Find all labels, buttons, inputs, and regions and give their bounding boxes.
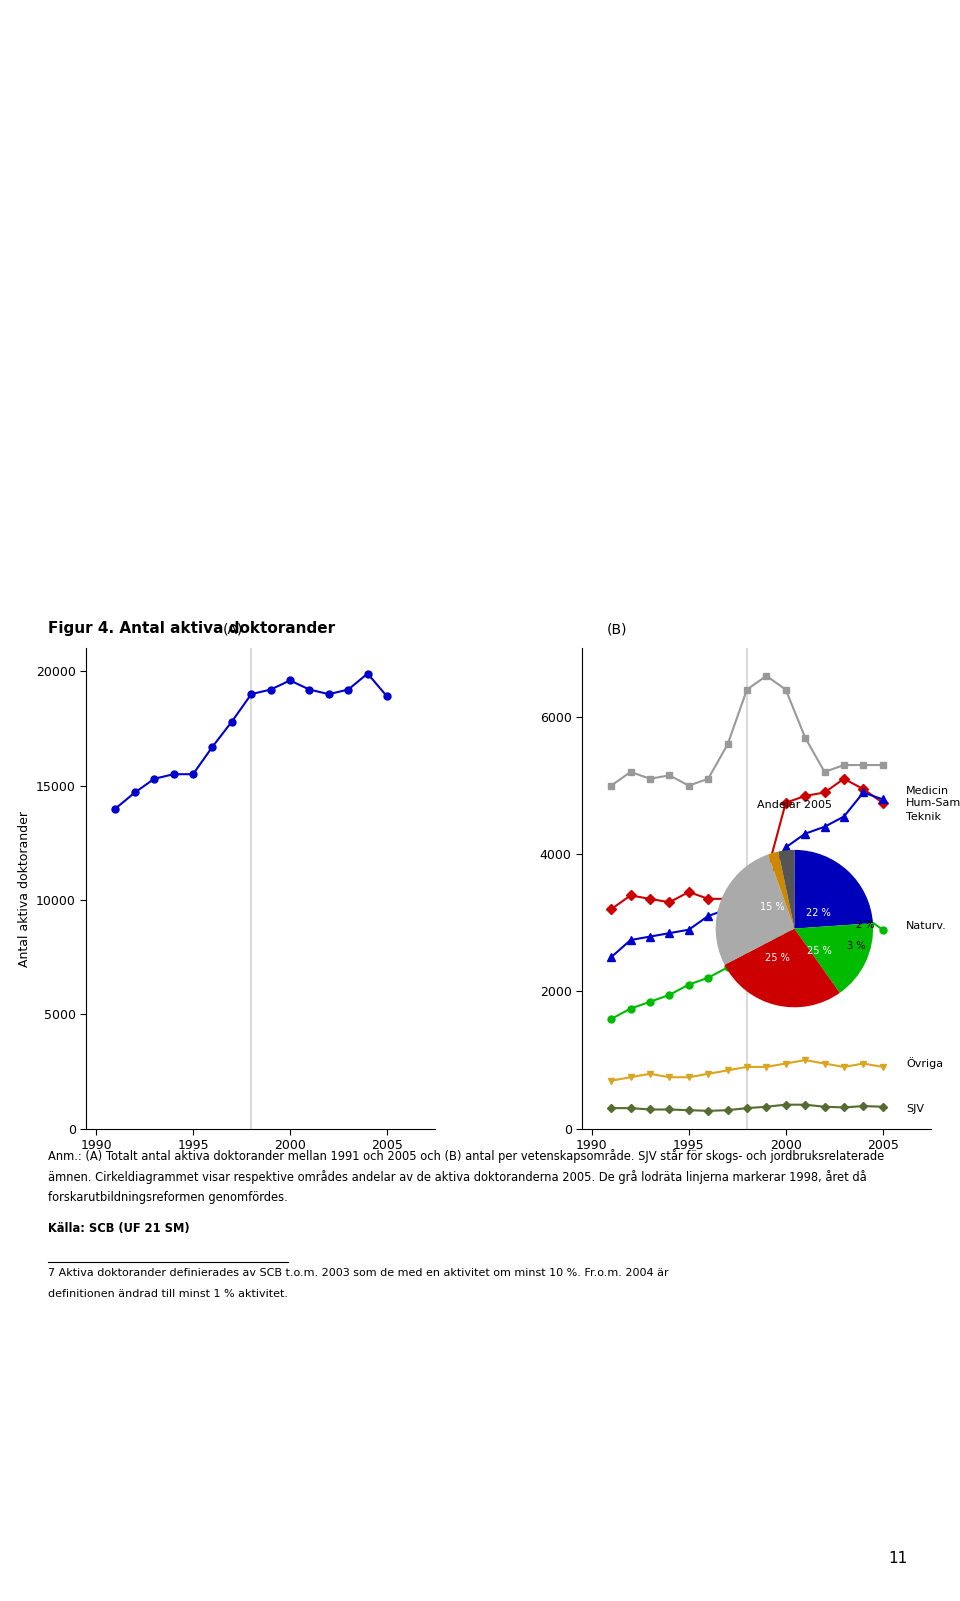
Wedge shape	[725, 929, 840, 1007]
Text: Andelar 2005: Andelar 2005	[756, 800, 832, 810]
Text: 11: 11	[888, 1551, 907, 1566]
Text: SJV: SJV	[906, 1103, 924, 1114]
Text: Figur 4. Antal aktiva doktorander: Figur 4. Antal aktiva doktorander	[48, 621, 335, 636]
Wedge shape	[795, 924, 873, 993]
Wedge shape	[716, 855, 795, 965]
Text: (A): (A)	[223, 623, 243, 637]
Y-axis label: Antal aktiva doktorander: Antal aktiva doktorander	[17, 810, 31, 967]
Text: 22 %: 22 %	[805, 908, 830, 917]
Text: Naturv.: Naturv.	[906, 921, 947, 932]
Text: 25 %: 25 %	[765, 954, 789, 964]
Text: Källa: SCB (UF 21 SM): Källa: SCB (UF 21 SM)	[48, 1223, 190, 1236]
Text: Anm.: (A) Totalt antal aktiva doktorander mellan 1991 och 2005 och (B) antal per: Anm.: (A) Totalt antal aktiva doktorande…	[48, 1150, 884, 1164]
Text: ämnen. Cirkeldiagrammet visar respektive områdes andelar av de aktiva doktorande: ämnen. Cirkeldiagrammet visar respektive…	[48, 1170, 867, 1185]
Text: 15 %: 15 %	[760, 901, 784, 911]
Wedge shape	[768, 852, 795, 929]
Text: 2 %: 2 %	[856, 919, 875, 930]
Text: Teknik: Teknik	[906, 812, 941, 821]
Text: 7 Aktiva doktorander definierades av SCB t.o.m. 2003 som de med en aktivitet om : 7 Aktiva doktorander definierades av SCB…	[48, 1268, 668, 1278]
Text: definitionen ändrad till minst 1 % aktivitet.: definitionen ändrad till minst 1 % aktiv…	[48, 1289, 288, 1298]
Text: Medicin
Hum-Sam: Medicin Hum-Sam	[906, 786, 960, 809]
Text: Övriga: Övriga	[906, 1058, 943, 1069]
Text: 3 %: 3 %	[847, 941, 865, 951]
Wedge shape	[794, 850, 873, 929]
Text: forskarutbildningsreformen genomfördes.: forskarutbildningsreformen genomfördes.	[48, 1191, 288, 1204]
Text: 25 %: 25 %	[807, 946, 832, 956]
Text: (B): (B)	[607, 623, 627, 637]
Wedge shape	[779, 850, 795, 929]
